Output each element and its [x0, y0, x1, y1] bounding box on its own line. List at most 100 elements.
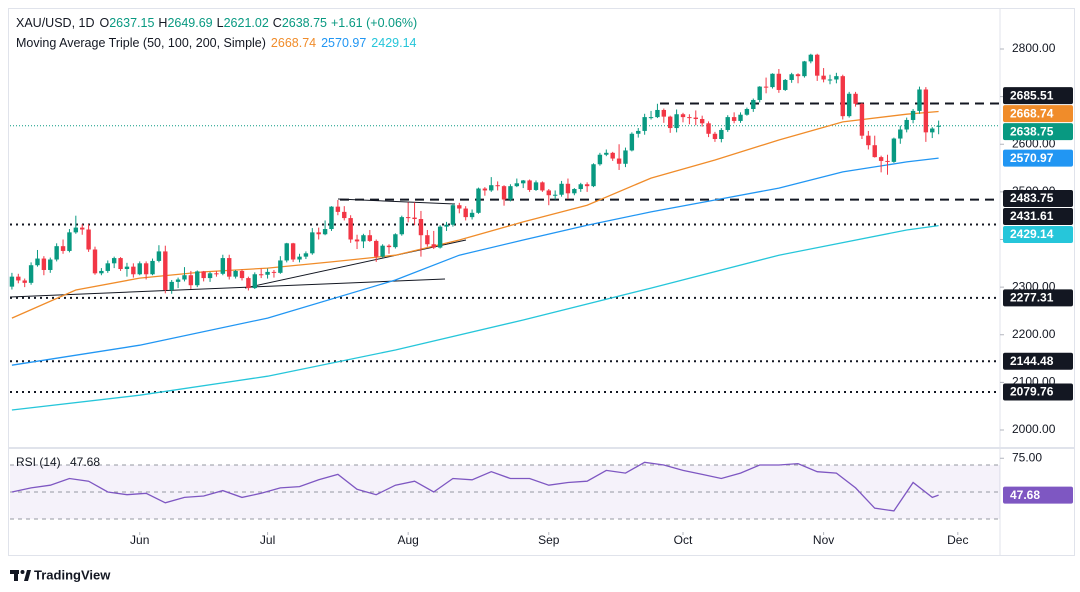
candle-body	[891, 138, 897, 162]
candle-body	[751, 99, 756, 110]
candle-body	[661, 109, 667, 117]
candle-body	[687, 117, 692, 119]
candle-body	[258, 274, 264, 276]
candle-body	[80, 227, 85, 230]
candle-body	[163, 251, 168, 290]
price-badge	[1003, 190, 1073, 208]
price-badge	[1003, 352, 1073, 370]
candle-body	[35, 258, 40, 266]
price-badge	[1003, 383, 1073, 401]
price-badge	[1003, 208, 1073, 226]
candle-body	[552, 194, 558, 196]
candle-body	[380, 245, 385, 257]
candle-body	[866, 135, 871, 146]
price-badge-label: 2431.61	[1010, 209, 1054, 223]
logo-part	[24, 570, 31, 581]
logo-part	[14, 570, 18, 581]
candle-body	[770, 73, 775, 88]
candle-body	[284, 243, 289, 261]
trend-lines	[9, 198, 467, 298]
candle-body	[437, 226, 443, 248]
candle-body	[124, 266, 130, 270]
candle-body	[348, 218, 353, 240]
candle-body	[16, 276, 21, 281]
candle-body	[22, 280, 27, 283]
candle-body	[917, 89, 922, 111]
candle-body	[623, 150, 628, 164]
candle-body	[405, 217, 411, 219]
candle-body	[469, 212, 475, 218]
candle-body	[629, 133, 635, 151]
candle-body	[904, 119, 909, 130]
price-badge-label: 2277.31	[1010, 291, 1054, 305]
chart-border	[8, 8, 1075, 556]
price-badge-label: 2483.75	[1010, 191, 1054, 205]
candle-body	[540, 182, 545, 191]
candle-body	[252, 274, 257, 289]
candle-body	[303, 253, 309, 257]
x-tick-label: Aug	[397, 533, 418, 547]
candle-body	[271, 271, 277, 273]
candle-body	[265, 271, 270, 275]
price-badges: 2685.51 2668.74 2638.75 2570.97 2483.75 2431.…	[1003, 87, 1073, 504]
candle-body	[290, 243, 296, 260]
ma-value: 2668.74	[270, 36, 317, 50]
ohlc-value: 2638.75	[281, 16, 327, 30]
candle-body	[910, 110, 916, 120]
candle-body	[425, 235, 430, 245]
price-badge-label: 2429.14	[1010, 227, 1054, 241]
candle-body	[118, 258, 123, 270]
candle-body	[233, 270, 238, 277]
brand-logo	[10, 570, 31, 581]
candle-body	[239, 270, 245, 279]
candle-body	[444, 224, 449, 227]
trend-line	[9, 278, 446, 298]
ohlc-letter: H	[158, 16, 168, 30]
candle-body	[923, 89, 929, 133]
candle-body	[227, 258, 232, 277]
price-badge	[1003, 105, 1073, 123]
candle-body	[431, 244, 436, 248]
candle-body	[316, 232, 321, 235]
candle-body	[719, 129, 724, 140]
candle-body	[297, 256, 302, 260]
candle-body	[501, 186, 507, 200]
rsi-tick-label: 75.00	[1012, 450, 1042, 464]
ohlc-letter: C	[272, 16, 282, 30]
candle-body	[815, 54, 820, 76]
candle-body	[99, 270, 104, 274]
logo-part	[20, 570, 25, 574]
candle-body	[489, 185, 494, 191]
candle-body	[584, 184, 590, 187]
candle-body	[783, 79, 788, 90]
candle-body	[885, 160, 890, 162]
candle-body	[668, 116, 673, 129]
ohlc-item: O2637.15	[100, 16, 155, 30]
ohlc-item: L2621.02	[217, 16, 269, 30]
price-badge-label: 2668.74	[1010, 106, 1054, 120]
price-badge-label: 2144.48	[1010, 354, 1054, 368]
candle-body	[789, 74, 794, 80]
candle-body	[342, 211, 347, 219]
candle-body	[361, 235, 366, 242]
candle-body	[399, 217, 404, 235]
candle-body	[546, 190, 551, 196]
candle-body	[329, 206, 334, 230]
candle-body	[450, 205, 456, 225]
candle-body	[201, 271, 206, 279]
candle-body	[731, 117, 737, 121]
x-tick-label: Oct	[674, 533, 693, 547]
candle-body	[182, 275, 187, 280]
candle-body	[597, 154, 603, 165]
candle-body	[636, 130, 641, 134]
candle-body	[802, 61, 807, 77]
ohlc-letter: O	[99, 16, 110, 30]
ohlc-value: 2637.15	[109, 16, 155, 30]
rsi-line	[11, 461, 939, 512]
candle-body	[898, 129, 903, 139]
y-tick-label: 2200.00	[1012, 327, 1056, 341]
price-badge	[1003, 226, 1073, 244]
price-badge	[1003, 289, 1073, 307]
price-badge	[1003, 149, 1073, 167]
